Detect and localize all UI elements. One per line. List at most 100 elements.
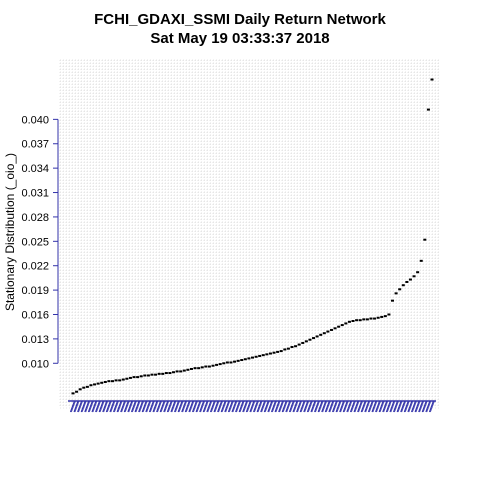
data-point: [75, 391, 78, 393]
data-point: [258, 355, 261, 357]
data-point: [334, 327, 337, 329]
data-point: [402, 284, 405, 286]
data-point: [100, 382, 103, 384]
data-point: [290, 346, 293, 348]
data-point: [276, 351, 279, 353]
data-point: [341, 324, 344, 326]
data-point: [176, 370, 179, 372]
data-point: [380, 316, 383, 318]
data-point: [208, 366, 211, 368]
data-point: [251, 357, 254, 359]
data-point: [237, 360, 240, 362]
data-point: [107, 380, 110, 382]
data-point: [416, 271, 419, 273]
data-point: [283, 348, 286, 350]
data-point: [197, 367, 200, 369]
data-point: [158, 373, 161, 375]
data-point: [240, 359, 243, 361]
data-point: [255, 356, 258, 358]
data-point: [352, 320, 355, 322]
plot-grid: [60, 60, 440, 408]
data-point: [431, 79, 434, 81]
y-tick-label: 0.034: [21, 163, 49, 175]
data-point: [150, 374, 153, 376]
data-point: [355, 319, 358, 321]
data-point: [133, 376, 136, 378]
data-point: [172, 371, 175, 373]
data-point: [298, 344, 301, 346]
data-point: [423, 239, 426, 241]
data-point: [89, 384, 92, 386]
data-point: [140, 375, 143, 377]
y-tick-label: 0.013: [21, 334, 49, 346]
data-point: [215, 364, 218, 366]
data-point: [287, 348, 290, 350]
y-tick-label: 0.025: [21, 236, 49, 248]
y-tick-label: 0.016: [21, 309, 49, 321]
data-point: [247, 357, 250, 359]
data-point: [82, 387, 85, 389]
data-point: [262, 354, 265, 356]
data-point: [409, 279, 412, 281]
data-point: [165, 372, 168, 374]
data-point: [319, 334, 322, 336]
data-point: [104, 381, 107, 383]
data-point: [226, 361, 229, 363]
data-point: [154, 374, 157, 376]
data-point: [244, 358, 247, 360]
data-point: [330, 329, 333, 331]
data-point: [348, 321, 351, 323]
y-tick-label: 0.028: [21, 212, 49, 224]
data-point: [86, 386, 89, 388]
x-tick-label-mark: [71, 401, 75, 412]
data-point: [269, 353, 272, 355]
data-point: [413, 275, 416, 277]
data-point: [147, 374, 150, 376]
data-point: [305, 340, 308, 342]
data-point: [204, 366, 207, 368]
data-point: [301, 342, 304, 344]
data-point: [111, 380, 114, 382]
data-point: [427, 109, 430, 111]
data-point: [125, 378, 128, 380]
data-point: [168, 372, 171, 374]
data-point: [326, 331, 329, 333]
data-point: [219, 363, 222, 365]
data-point: [395, 292, 398, 294]
data-point: [190, 368, 193, 370]
data-point: [233, 361, 236, 363]
data-point: [129, 377, 132, 379]
data-point: [391, 300, 394, 302]
data-point: [201, 366, 204, 368]
y-tick-label: 0.031: [21, 188, 49, 200]
data-point: [359, 319, 362, 321]
y-tick-label: 0.022: [21, 261, 49, 273]
data-point: [186, 369, 189, 371]
data-point: [362, 318, 365, 320]
data-point: [308, 339, 311, 341]
data-point: [280, 350, 283, 352]
data-point: [387, 313, 390, 315]
data-point: [122, 379, 125, 381]
data-point: [79, 388, 82, 390]
data-point: [398, 288, 401, 290]
data-point: [161, 373, 164, 375]
data-point: [118, 379, 121, 381]
data-point: [229, 361, 232, 363]
data-point: [97, 383, 100, 385]
data-point: [273, 352, 276, 354]
data-point: [384, 315, 387, 317]
data-point: [136, 376, 139, 378]
data-point: [93, 383, 96, 385]
data-point: [373, 318, 376, 320]
data-point: [212, 365, 215, 367]
data-point: [323, 332, 326, 334]
y-axis: 0.0100.0130.0160.0190.0220.0250.0280.031…: [21, 114, 58, 370]
data-point: [316, 335, 319, 337]
data-point: [369, 318, 372, 320]
y-tick-label: 0.019: [21, 285, 49, 297]
data-point: [194, 367, 197, 369]
data-point: [183, 370, 186, 372]
data-point: [294, 345, 297, 347]
data-point: [222, 362, 225, 364]
